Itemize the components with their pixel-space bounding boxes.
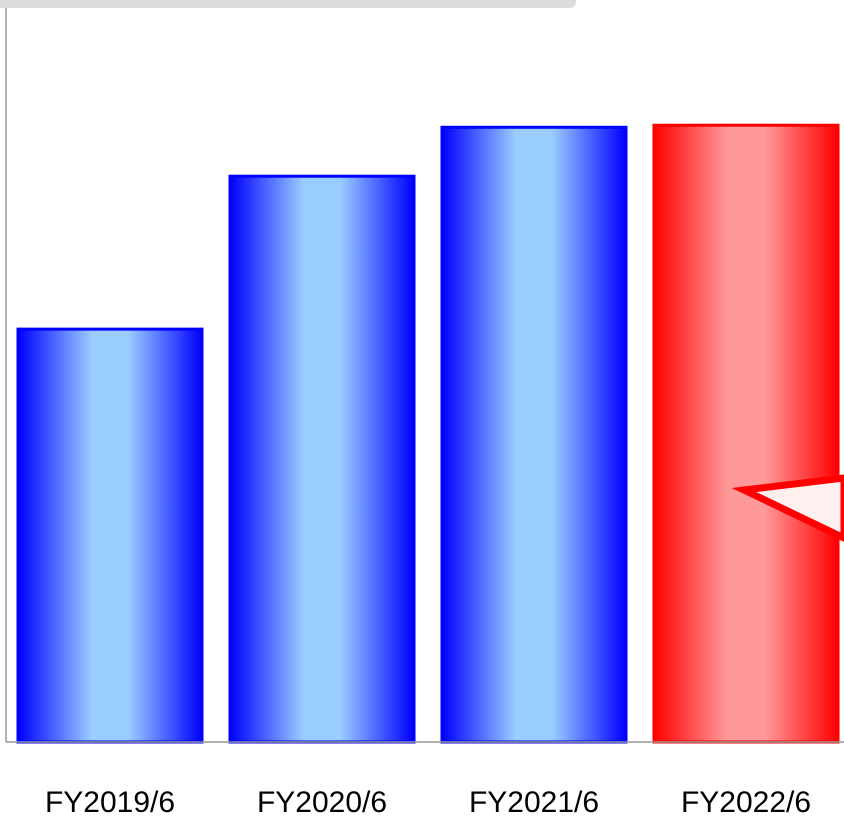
bar-fy2022-6: [652, 123, 840, 744]
x-tick-label: FY2022/6: [681, 786, 811, 819]
x-tick-labels: FY2019/6 FY2020/6 FY2021/6 FY2022/6: [45, 786, 811, 819]
top-strip: [0, 0, 576, 8]
bars-group: [16, 123, 840, 744]
bar-fy2019-6: [16, 327, 204, 744]
bar-fy2020-6: [228, 174, 416, 744]
x-tick-label: FY2019/6: [45, 786, 175, 819]
bar-fy2021-6: [440, 125, 628, 744]
callout-pointer: [731, 474, 844, 542]
x-tick-label: FY2021/6: [469, 786, 599, 819]
x-tick-label: FY2020/6: [257, 786, 387, 819]
